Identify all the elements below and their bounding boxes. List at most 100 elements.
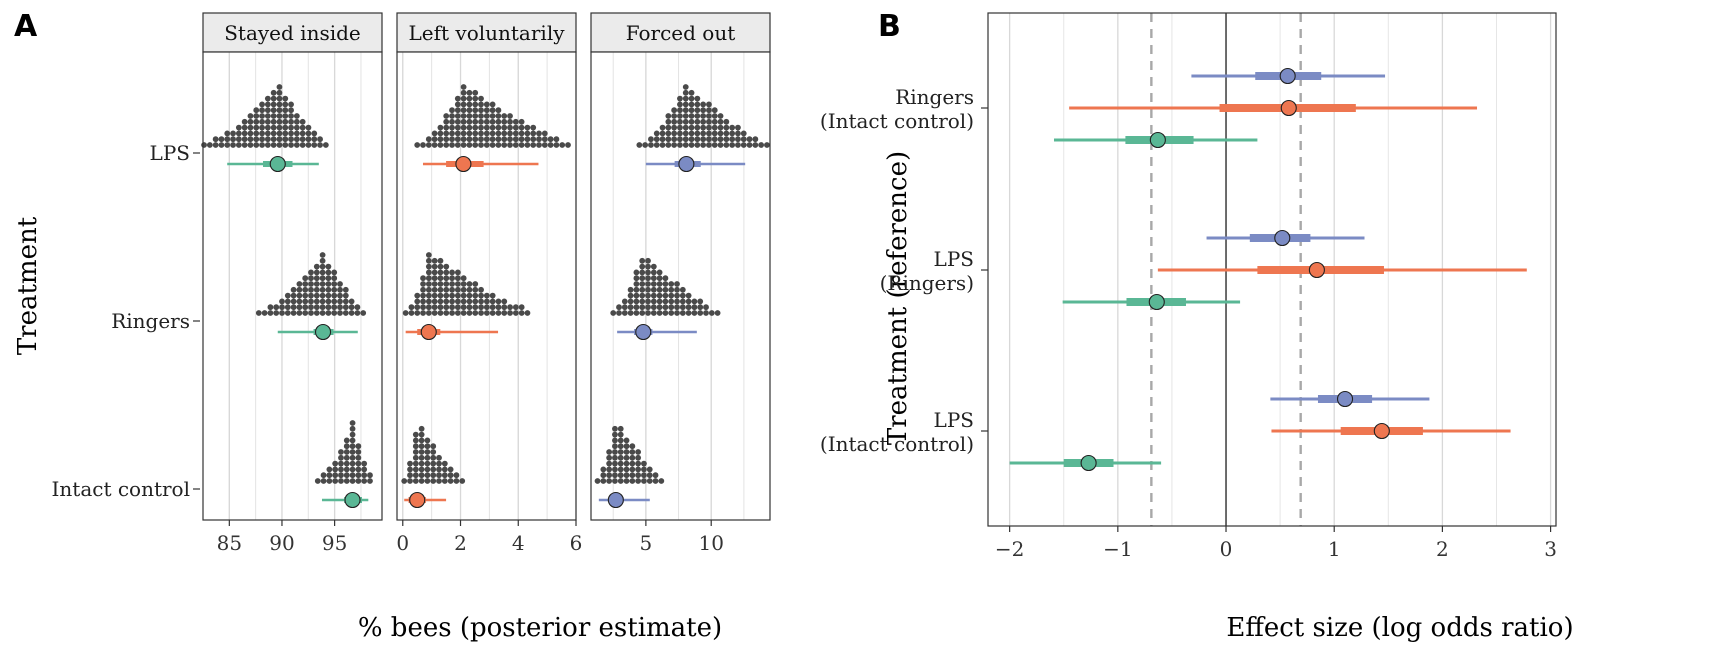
posterior-dot — [449, 118, 455, 125]
posterior-dot — [288, 107, 294, 114]
posterior-dot — [536, 136, 542, 143]
posterior-dot — [437, 275, 444, 282]
posterior-dot — [270, 130, 277, 137]
posterior-dot — [412, 472, 419, 479]
posterior-dot — [454, 304, 461, 311]
posterior-dot — [679, 286, 686, 293]
posterior-dot — [259, 113, 265, 119]
posterior-dot — [674, 286, 680, 293]
posterior-dot — [691, 298, 698, 305]
posterior-dot — [253, 124, 260, 131]
posterior-dot — [418, 431, 425, 438]
posterior-dot — [361, 478, 368, 484]
posterior-dot — [264, 136, 271, 143]
posterior-dot — [443, 124, 450, 131]
posterior-dot — [431, 136, 438, 143]
posterior-dot — [354, 304, 361, 311]
posterior-dot — [565, 142, 571, 148]
posterior-dot — [617, 437, 624, 444]
posterior-dot — [337, 304, 343, 311]
posterior-dot — [729, 142, 736, 148]
posterior-dot — [600, 472, 607, 479]
posterior-dot — [296, 310, 303, 316]
posterior-dot — [319, 269, 326, 276]
panel-b-label: B — [878, 9, 901, 44]
posterior-dot — [612, 425, 618, 432]
posterior-dot — [740, 136, 747, 143]
posterior-dot — [466, 124, 473, 131]
x-tick-label: −1 — [1103, 537, 1132, 561]
posterior-dot — [355, 460, 362, 467]
posterior-dot — [437, 269, 444, 276]
posterior-dot — [447, 466, 454, 473]
posterior-dot — [247, 136, 254, 143]
posterior-dot — [688, 142, 695, 148]
posterior-dot — [645, 263, 651, 270]
posterior-dot — [553, 142, 560, 148]
posterior-dot — [711, 130, 718, 137]
x-tick-label: 10 — [698, 531, 723, 555]
posterior-dot — [635, 466, 642, 473]
posterior-dot — [436, 454, 442, 461]
posterior-dot — [437, 304, 444, 311]
posterior-dot — [430, 454, 437, 461]
posterior-dot — [646, 466, 653, 473]
posterior-dot — [313, 292, 320, 299]
posterior-dot — [290, 304, 297, 311]
panel-b-y-axis-title: Treatment (reference) — [883, 151, 913, 445]
posterior-dot — [635, 454, 642, 461]
posterior-dot — [646, 472, 653, 479]
posterior-dot — [677, 136, 683, 143]
posterior-dot — [449, 136, 455, 143]
posterior-dot — [662, 281, 669, 287]
posterior-dot — [331, 304, 338, 311]
posterior-dot — [530, 124, 537, 131]
facet-border — [396, 51, 577, 521]
posterior-dot — [688, 95, 695, 102]
posterior-dot — [645, 257, 651, 264]
posterior-dot — [645, 292, 651, 299]
posterior-dot — [682, 84, 689, 90]
posterior-dot — [483, 298, 490, 305]
posterior-dot — [332, 460, 339, 467]
posterior-dot — [472, 281, 479, 287]
posterior-dot — [478, 298, 484, 305]
posterior-dot — [425, 263, 432, 270]
posterior-dot — [349, 454, 356, 461]
posterior-dot — [430, 460, 437, 467]
posterior-dot — [454, 275, 461, 282]
posterior-dot — [723, 118, 730, 125]
posterior-dot — [639, 286, 646, 293]
posterior-dot — [717, 118, 724, 125]
posterior-dot — [412, 437, 419, 444]
posterior-dot — [711, 118, 718, 125]
posterior-dot — [282, 113, 289, 119]
posterior-dot — [449, 130, 455, 137]
posterior-dot — [612, 431, 618, 438]
posterior-dot — [337, 310, 343, 316]
posterior-dot — [700, 142, 707, 148]
posterior-dot — [466, 286, 473, 293]
x-tick-label: 90 — [269, 531, 294, 555]
posterior-dot — [270, 124, 277, 131]
posterior-dot — [623, 454, 630, 461]
posterior-dot — [299, 118, 306, 125]
posterior-dot — [332, 472, 339, 479]
posterior-dot — [688, 124, 695, 131]
x-tick-label: 2 — [454, 531, 467, 555]
posterior-dot — [302, 275, 309, 282]
posterior-dot — [443, 286, 450, 293]
posterior-dot — [282, 124, 289, 131]
posterior-dot — [694, 136, 701, 143]
posterior-dot — [633, 304, 640, 311]
posterior-dot — [436, 460, 442, 467]
posterior-dot — [627, 310, 634, 316]
posterior-dot — [349, 431, 356, 438]
posterior-dot — [319, 304, 326, 311]
posterior-dot — [656, 281, 663, 287]
median-point — [409, 491, 426, 509]
posterior-dot — [688, 107, 695, 114]
posterior-dot — [478, 130, 484, 137]
posterior-dot — [420, 281, 426, 287]
posterior-dot — [697, 298, 704, 305]
